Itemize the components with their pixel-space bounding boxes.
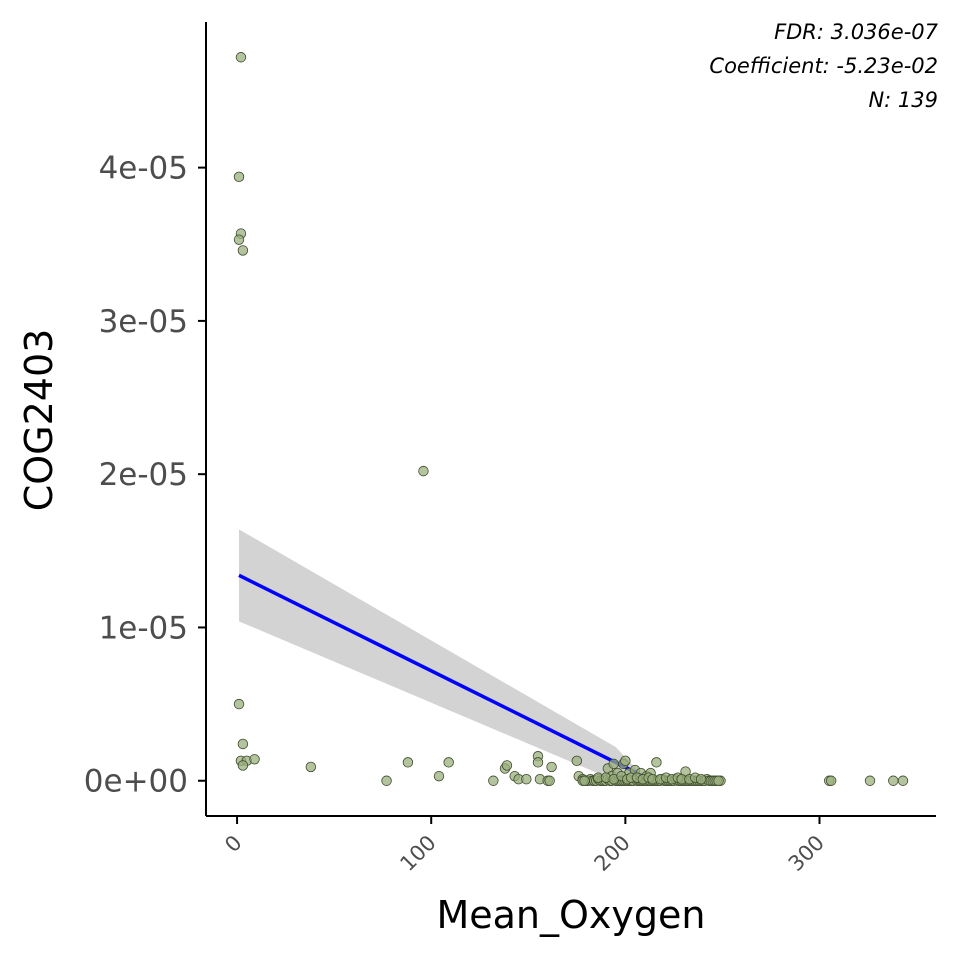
y-tick-label: 3e-05 xyxy=(99,304,188,340)
data-point xyxy=(237,760,249,771)
x-tick-label: 0 xyxy=(220,831,246,857)
x-tick-label: 200 xyxy=(590,831,635,876)
y-axis-title: COG2403 xyxy=(17,329,61,512)
data-point xyxy=(501,760,513,771)
data-point xyxy=(235,52,247,63)
data-point xyxy=(579,775,590,786)
data-point xyxy=(713,775,724,786)
data-point xyxy=(249,754,260,765)
annotation-n: N: 139 xyxy=(868,88,938,112)
data-point xyxy=(237,245,249,256)
x-tick-label: 100 xyxy=(395,831,440,876)
y-tick-label: 0e+00 xyxy=(84,764,188,800)
regression-line-layer xyxy=(238,573,646,779)
data-point xyxy=(897,775,909,786)
data-point xyxy=(305,761,317,773)
annotation-fdr: FDR: 3.036e-07 xyxy=(774,20,939,44)
data-point xyxy=(443,757,454,768)
confidence-band xyxy=(239,529,645,781)
data-point xyxy=(864,775,876,786)
data-point xyxy=(546,761,557,773)
data-point xyxy=(571,755,583,767)
data-point xyxy=(233,234,245,245)
data-point xyxy=(695,774,707,785)
y-tick-label: 1e-05 xyxy=(99,610,188,646)
data-point xyxy=(544,775,555,786)
y-axis-ticks: 0e+00 1e-05 2e-05 3e-05 4e-05 xyxy=(84,151,206,800)
data-point xyxy=(402,757,414,768)
regression-line xyxy=(238,573,646,779)
data-point xyxy=(825,775,837,786)
data-point xyxy=(532,757,544,768)
data-point xyxy=(521,774,532,785)
data-point xyxy=(233,698,245,710)
x-axis-ticks: 0 100 200 300 xyxy=(220,816,829,876)
data-point xyxy=(233,171,245,183)
data-point xyxy=(418,465,429,477)
data-point xyxy=(488,775,499,786)
y-tick-label: 4e-05 xyxy=(99,151,188,187)
data-point xyxy=(888,775,899,786)
data-point xyxy=(381,775,392,786)
confidence-band-layer xyxy=(239,529,645,781)
data-point xyxy=(620,755,631,767)
data-point xyxy=(651,757,662,768)
data-point xyxy=(608,758,619,770)
y-tick-label: 2e-05 xyxy=(99,457,188,493)
annotation-coefficient: Coefficient: -5.23e-02 xyxy=(709,54,938,78)
points-layer xyxy=(233,52,909,786)
x-axis-title: Mean_Oxygen xyxy=(436,893,705,937)
data-point xyxy=(433,770,445,782)
data-point xyxy=(237,738,249,750)
x-tick-label: 300 xyxy=(784,831,829,876)
